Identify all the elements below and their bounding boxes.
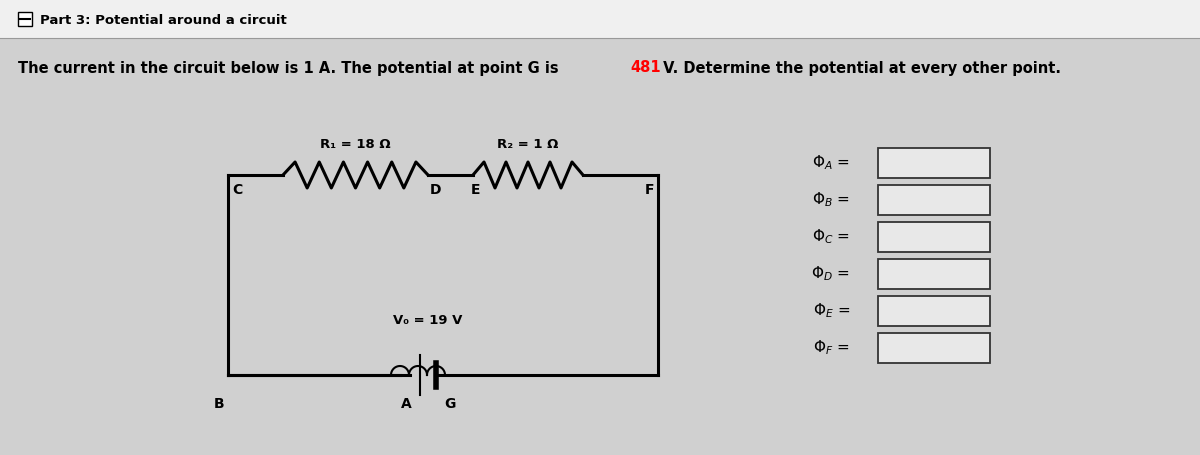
Bar <box>878 333 990 363</box>
Text: G: G <box>444 397 456 411</box>
Text: $\Phi_{E}$ =: $\Phi_{E}$ = <box>812 302 850 320</box>
Text: D: D <box>430 183 442 197</box>
Text: V. Determine the potential at every other point.: V. Determine the potential at every othe… <box>658 61 1061 76</box>
Text: R₂ = 1 Ω: R₂ = 1 Ω <box>497 138 559 152</box>
Text: 481: 481 <box>630 61 661 76</box>
Text: R₁ = 18 Ω: R₁ = 18 Ω <box>320 138 391 152</box>
Text: A: A <box>401 397 412 411</box>
Text: $\Phi_{B}$ =: $\Phi_{B}$ = <box>812 191 850 209</box>
Text: F: F <box>644 183 654 197</box>
Text: Part 3: Potential around a circuit: Part 3: Potential around a circuit <box>40 14 287 26</box>
Text: $\Phi_{A}$ =: $\Phi_{A}$ = <box>812 154 850 172</box>
Bar <box>878 222 990 252</box>
Text: C: C <box>232 183 242 197</box>
Text: $\Phi_{C}$ =: $\Phi_{C}$ = <box>812 228 850 246</box>
Bar <box>878 259 990 289</box>
Text: E: E <box>470 183 480 197</box>
Text: The current in the circuit below is 1 A. The potential at point G is: The current in the circuit below is 1 A.… <box>18 61 564 76</box>
Text: $\Phi_{F}$ =: $\Phi_{F}$ = <box>814 339 850 357</box>
Bar <box>878 185 990 215</box>
Bar <box>878 148 990 178</box>
Bar <box>18 12 32 26</box>
Text: V₀ = 19 V: V₀ = 19 V <box>394 313 463 327</box>
Text: $\Phi_{D}$ =: $\Phi_{D}$ = <box>811 265 850 283</box>
Bar <box>878 296 990 326</box>
Text: B: B <box>214 397 224 411</box>
Bar <box>0 0 1200 38</box>
